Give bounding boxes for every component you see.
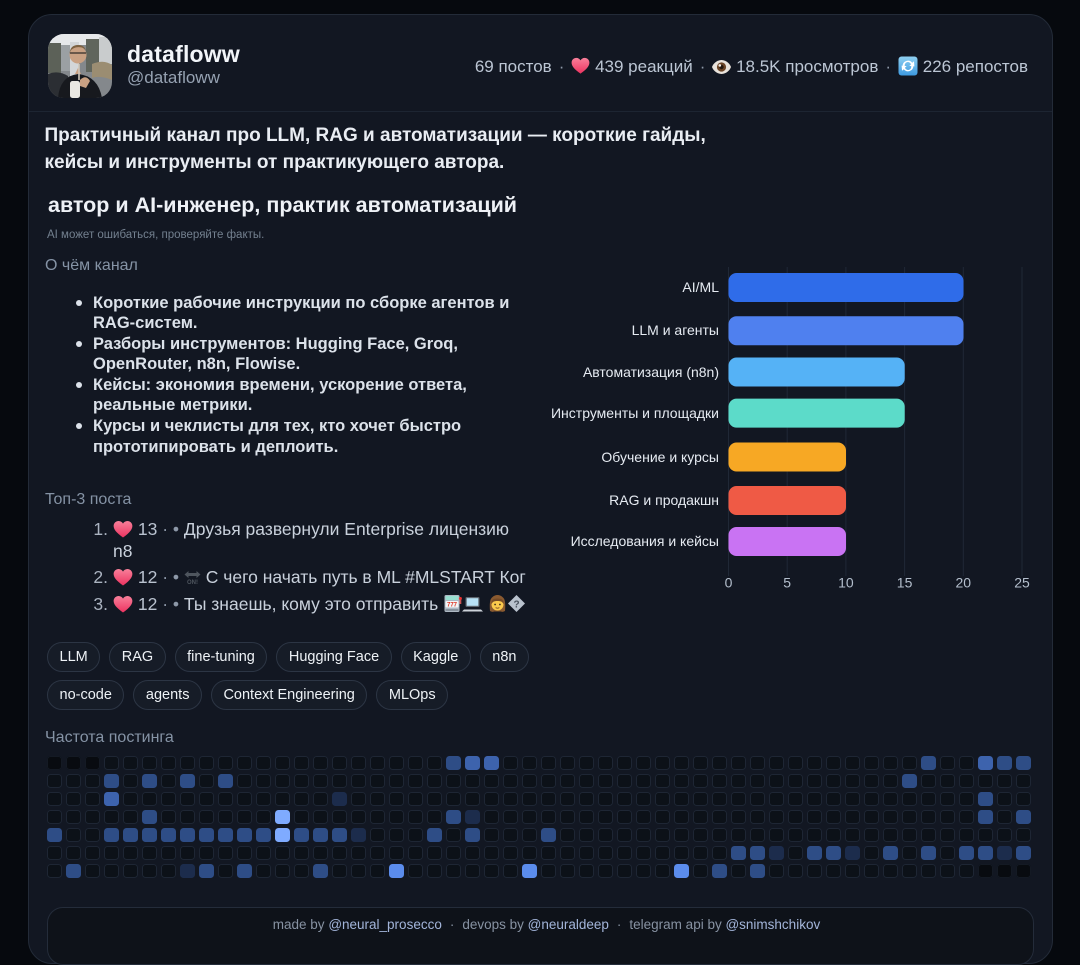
svg-text:Обучение и курсы: Обучение и курсы <box>601 449 719 465</box>
svg-text:777: 777 <box>447 602 458 608</box>
svg-text:25: 25 <box>1014 575 1030 591</box>
svg-text:Инструменты и площадки: Инструменты и площадки <box>551 405 719 421</box>
svg-text:5: 5 <box>783 575 791 591</box>
svg-text:15: 15 <box>897 575 913 591</box>
svg-text:LLM и агенты: LLM и агенты <box>632 322 719 338</box>
svg-text:Автоматизация (n8n): Автоматизация (n8n) <box>583 364 719 380</box>
svg-text:ON!: ON! <box>187 580 198 585</box>
svg-text:0: 0 <box>725 575 733 591</box>
svg-text:?: ? <box>513 599 519 610</box>
svg-text:10: 10 <box>838 575 854 591</box>
svg-text:20: 20 <box>956 575 972 591</box>
svg-text:Исследования и кейсы: Исследования и кейсы <box>571 533 719 549</box>
svg-text:RAG и продакшн: RAG и продакшн <box>609 492 719 508</box>
svg-text:AI/ML: AI/ML <box>682 279 719 295</box>
